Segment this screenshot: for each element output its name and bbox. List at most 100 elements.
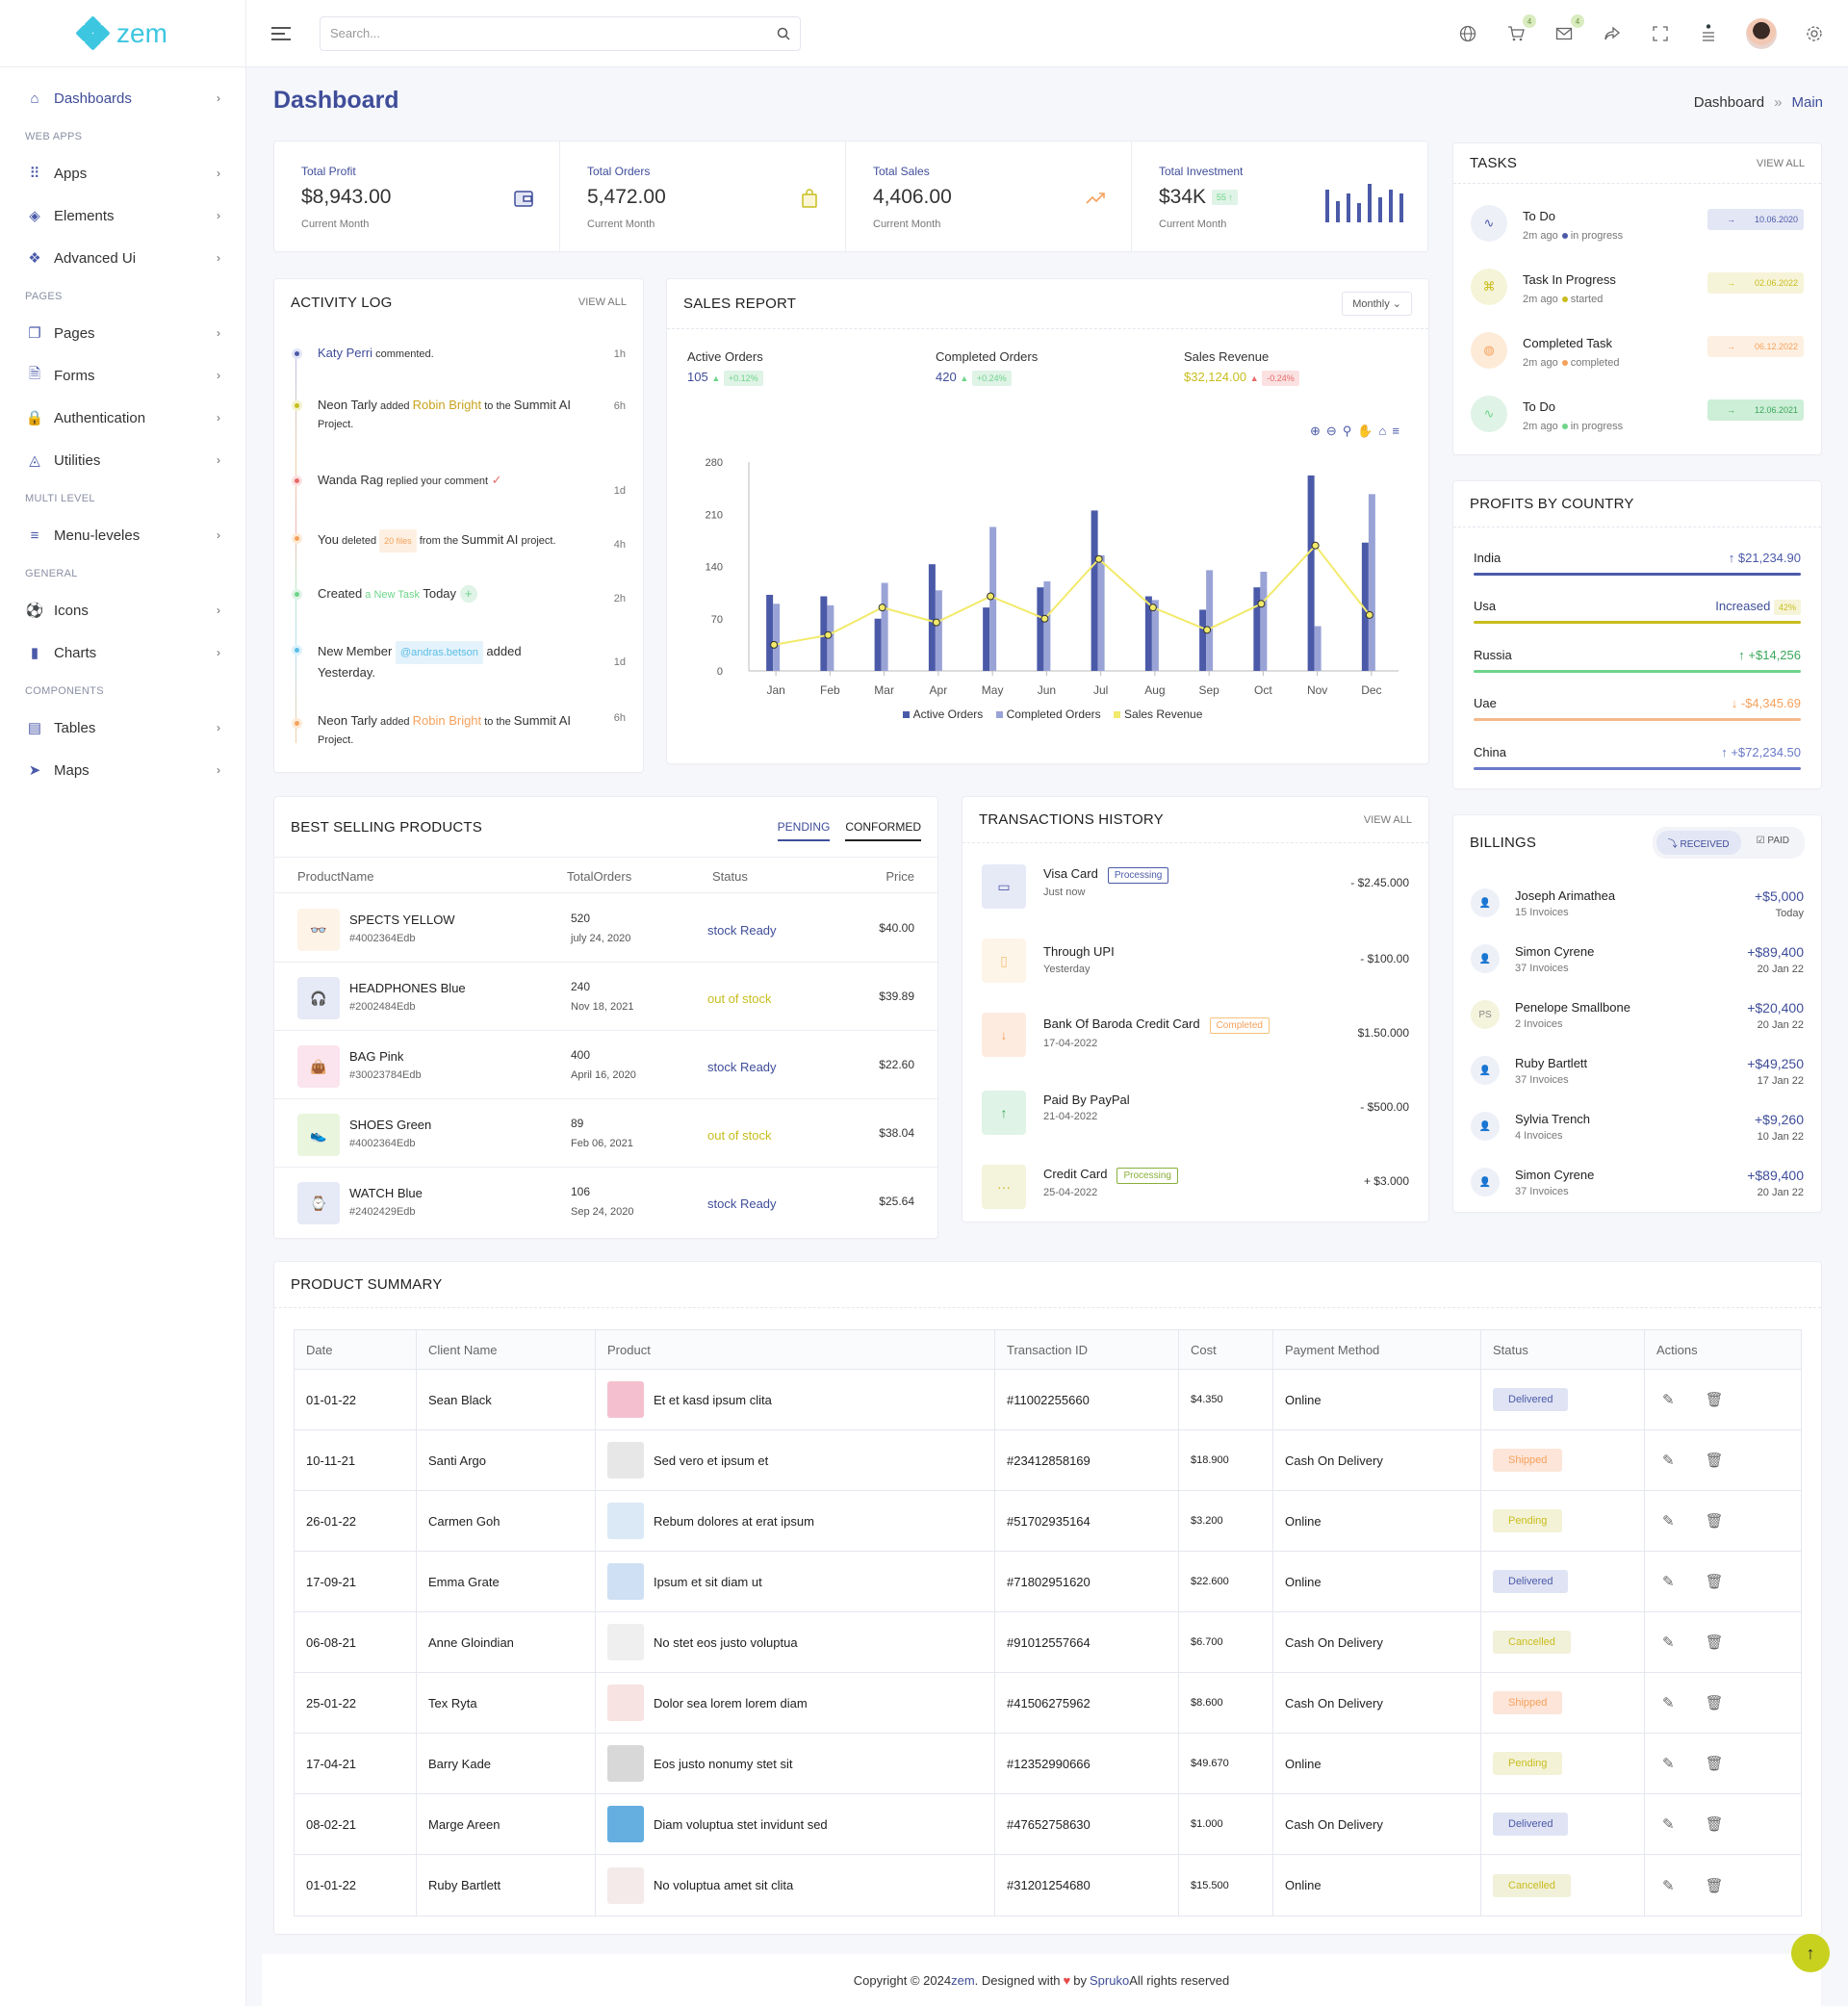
trash-icon[interactable]: 🗑: [1705, 1695, 1724, 1711]
tab-received[interactable]: ⤵ RECEIVED: [1656, 830, 1741, 855]
bar-completed-orders: [1260, 571, 1268, 671]
settings-gear-icon[interactable]: [1804, 23, 1825, 44]
trash-icon[interactable]: 🗑: [1705, 1453, 1724, 1469]
billing-item[interactable]: PS Penelope Smallbone 2 Invoices +$20,400 20…: [1471, 994, 1804, 1050]
transaction-item[interactable]: ··· Credit Card Processing 25-04-2022 + $…: [962, 1153, 1428, 1227]
edit-icon[interactable]: ✎: [1662, 1453, 1675, 1469]
table-row[interactable]: 10-11-21 Santi Argo Sed vero et ipsum et…: [295, 1430, 1801, 1491]
activity-view-all-link[interactable]: VIEW ALL: [578, 296, 627, 308]
table-row[interactable]: 👟 SHOES Green #4002364Edb 89 Feb 06, 2021 …: [274, 1099, 937, 1168]
period-select[interactable]: Monthly ⌄: [1342, 292, 1412, 316]
status-badge: Cancelled: [1493, 1873, 1571, 1897]
table-row[interactable]: 26-01-22 Carmen Goh Rebum dolores at era…: [295, 1491, 1801, 1552]
sidebar-item-authentication[interactable]: 🔒 Authentication ›: [0, 397, 245, 439]
menu-toggle-icon[interactable]: [271, 26, 291, 40]
stat-label: Total Profit: [301, 165, 356, 178]
pan-hand-icon[interactable]: ✋: [1357, 424, 1373, 438]
zoom-select-icon[interactable]: ⚲: [1342, 424, 1352, 438]
sidebar-item-maps[interactable]: ➤ Maps ›: [0, 749, 245, 791]
share-icon[interactable]: [1602, 23, 1623, 44]
transactions-view-all-link[interactable]: VIEW ALL: [1363, 813, 1412, 826]
logo[interactable]: zem: [0, 0, 245, 67]
mail-icon[interactable]: 4: [1553, 14, 1584, 44]
transaction-item[interactable]: ▭ Visa Card Processing Just now - $2.45.0…: [962, 857, 1428, 931]
search-input[interactable]: Search...: [320, 15, 801, 51]
command-icon: ⌘: [1471, 269, 1507, 305]
globe-icon[interactable]: [1457, 23, 1478, 44]
task-item[interactable]: ⌘ Task In Progress 2m ago started → 02.06.…: [1471, 263, 1804, 326]
sidebar-item-elements[interactable]: ◈ Elements ›: [0, 194, 245, 237]
tab-conformed[interactable]: CONFORMED: [845, 820, 921, 841]
sidebar-item-pages[interactable]: ❐ Pages ›: [0, 312, 245, 354]
tab-paid[interactable]: ☑ PAID: [1756, 835, 1789, 846]
table-row[interactable]: 🎧 HEADPHONES Blue #2002484Edb 240 Nov 18, …: [274, 963, 937, 1031]
fullscreen-icon[interactable]: [1650, 23, 1671, 44]
edit-icon[interactable]: ✎: [1662, 1513, 1675, 1530]
tasks-view-all-link[interactable]: VIEW ALL: [1756, 157, 1805, 169]
point-sales-revenue: [770, 640, 779, 649]
notifications-list-icon[interactable]: [1698, 23, 1719, 44]
transaction-item[interactable]: ↑ Paid By PayPal 21-04-2022 - $500.00: [962, 1079, 1428, 1153]
arrow-up-icon: ↑: [1728, 551, 1735, 565]
task-item[interactable]: ∿ To Do 2m ago in progress → 12.06.2021: [1471, 390, 1804, 453]
sidebar-item-icons[interactable]: ⚽ Icons ›: [0, 589, 245, 631]
trash-icon[interactable]: 🗑: [1705, 1756, 1724, 1772]
edit-icon[interactable]: ✎: [1662, 1574, 1675, 1590]
sidebar-item-advanced-ui[interactable]: ❖ Advanced Ui ›: [0, 237, 245, 279]
table-row[interactable]: 17-09-21 Emma Grate Ipsum et sit diam ut…: [295, 1552, 1801, 1612]
sidebar-item-utilities[interactable]: ◬ Utilities ›: [0, 439, 245, 481]
breadcrumb-dashboard[interactable]: Dashboard: [1693, 94, 1765, 111]
sidebar-item-forms[interactable]: 🗎 Forms ›: [0, 354, 245, 397]
trash-icon[interactable]: 🗑: [1705, 1392, 1724, 1408]
transaction-item[interactable]: ↓ Bank Of Baroda Credit Card Completed 17…: [962, 1005, 1428, 1079]
trash-icon[interactable]: 🗑: [1705, 1574, 1724, 1590]
trash-icon[interactable]: 🗑: [1705, 1816, 1724, 1833]
chart-menu-icon[interactable]: ≡: [1392, 424, 1399, 438]
tab-pending[interactable]: PENDING: [777, 820, 831, 841]
sidebar-item-apps[interactable]: ⠿ Apps ›: [0, 152, 245, 194]
user-avatar[interactable]: [1746, 18, 1777, 49]
billing-item[interactable]: 👤 Sylvia Trench 4 Invoices +$9,260 10 Jan 22: [1471, 1106, 1804, 1162]
task-item[interactable]: ∿ To Do 2m ago in progress → 10.06.2020: [1471, 199, 1804, 263]
table-row[interactable]: 👓 SPECTS YELLOW #4002364Edb 520 july 24, 2…: [274, 894, 937, 963]
table-row[interactable]: 08-02-21 Marge Areen Diam voluptua stet …: [295, 1794, 1801, 1855]
sidebar-item-menu-leveles[interactable]: ≡ Menu-leveles ›: [0, 514, 245, 556]
edit-icon[interactable]: ✎: [1662, 1816, 1675, 1833]
footer-company-link[interactable]: Spruko: [1090, 1972, 1130, 1988]
edit-icon[interactable]: ✎: [1662, 1756, 1675, 1772]
transaction-item[interactable]: ▯ Through UPI Yesterday - $100.00: [962, 931, 1428, 1005]
table-row[interactable]: ⌚ WATCH Blue #2402429Edb 106 Sep 24, 2020 …: [274, 1168, 937, 1236]
edit-icon[interactable]: ✎: [1662, 1634, 1675, 1651]
zoom-in-icon[interactable]: ⊕: [1310, 424, 1321, 438]
billing-item[interactable]: 👤 Ruby Bartlett 37 Invoices +$49,250 17 Jan …: [1471, 1050, 1804, 1106]
table-row[interactable]: 25-01-22 Tex Ryta Dolor sea lorem lorem …: [295, 1673, 1801, 1734]
add-icon[interactable]: +: [459, 585, 477, 603]
table-row[interactable]: 01-01-22 Ruby Bartlett No voluptua amet …: [295, 1855, 1801, 1916]
trash-icon[interactable]: 🗑: [1705, 1513, 1724, 1530]
reset-home-icon[interactable]: ⌂: [1378, 424, 1387, 438]
edit-icon[interactable]: ✎: [1662, 1392, 1675, 1408]
trash-icon[interactable]: 🗑: [1705, 1634, 1724, 1651]
x-tick-label: Feb: [820, 683, 840, 697]
table-row[interactable]: 06-08-21 Anne Gloindian No stet eos just…: [295, 1612, 1801, 1673]
sidebar-item-tables[interactable]: ▤ Tables ›: [0, 707, 245, 749]
table-row[interactable]: 01-01-22 Sean Black Et et kasd ipsum cli…: [295, 1370, 1801, 1430]
billing-item[interactable]: 👤 Simon Cyrene 37 Invoices +$89,400 20 Jan 2…: [1471, 939, 1804, 994]
edit-icon[interactable]: ✎: [1662, 1877, 1675, 1894]
sidebar-item-dashboards[interactable]: ⌂ Dashboards ›: [0, 77, 245, 119]
billing-item[interactable]: 👤 Joseph Arimathea 15 Invoices +$5,000 Today: [1471, 883, 1804, 939]
sidebar-item-charts[interactable]: ▮ Charts ›: [0, 631, 245, 674]
trash-icon[interactable]: 🗑: [1705, 1877, 1724, 1894]
billing-item[interactable]: 👤 Simon Cyrene 37 Invoices +$89,400 20 Jan 2…: [1471, 1162, 1804, 1218]
table-row[interactable]: 👜 BAG Pink #30023784Edb 400 April 16, 2020…: [274, 1031, 937, 1099]
footer-brand-link[interactable]: zem: [951, 1972, 975, 1988]
product-summary-title: PRODUCT SUMMARY: [291, 1276, 443, 1293]
scroll-top-button[interactable]: ↑: [1791, 1934, 1830, 1972]
task-item[interactable]: ◍ Completed Task 2m ago completed → 06.12.…: [1471, 326, 1804, 390]
bar-active-orders: [1199, 609, 1207, 671]
edit-icon[interactable]: ✎: [1662, 1695, 1675, 1711]
cart-icon[interactable]: 4: [1505, 14, 1536, 44]
initials-avatar: PS: [1471, 1000, 1500, 1029]
table-row[interactable]: 17-04-21 Barry Kade Eos justo nonumy ste…: [295, 1734, 1801, 1794]
zoom-out-icon[interactable]: ⊖: [1325, 424, 1337, 438]
